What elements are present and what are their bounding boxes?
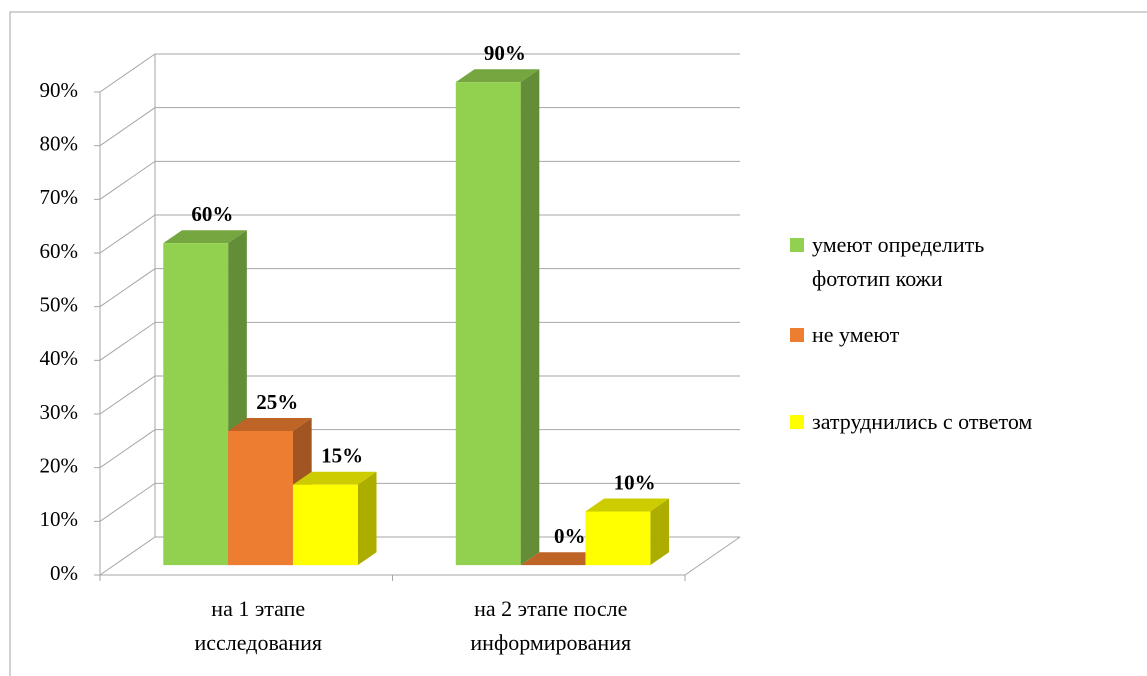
data-label: 60% <box>191 202 233 226</box>
y-tick-label: 20% <box>40 453 79 477</box>
grid-line <box>99 160 740 200</box>
bar-top <box>292 471 377 485</box>
legend-label: затруднились с ответом <box>812 409 1033 434</box>
bar-top <box>585 498 670 512</box>
chart-border <box>9 11 1147 676</box>
data-label: 10% <box>614 470 656 494</box>
bar-side <box>357 471 377 566</box>
grid-line <box>99 53 740 93</box>
data-label: 90% <box>484 41 526 65</box>
bar-side <box>520 69 540 566</box>
y-tick-label: 10% <box>40 507 79 531</box>
y-tick-label: 30% <box>40 400 79 424</box>
legend-label: умеют определить фототип кожи <box>812 232 985 291</box>
y-tick-label: 60% <box>40 239 79 263</box>
bar-top <box>455 69 540 83</box>
legend-label: не умеют <box>812 322 900 347</box>
grid-line <box>99 107 740 147</box>
y-tick-label: 40% <box>40 346 79 370</box>
bar-side <box>650 498 670 566</box>
bar <box>228 430 293 566</box>
y-tick-label: 70% <box>40 185 79 209</box>
x-tick-label: на 1 этапе исследования <box>194 596 322 655</box>
legend-swatch <box>790 328 804 342</box>
data-label: 0% <box>554 524 586 548</box>
bar-top <box>520 552 605 566</box>
bar-top <box>163 230 247 244</box>
bar-top <box>228 418 312 431</box>
y-tick-label: 90% <box>40 78 79 102</box>
bar <box>163 243 229 566</box>
data-label: 25% <box>256 390 298 414</box>
y-tick-label: 0% <box>50 561 78 585</box>
y-tick-label: 80% <box>40 131 79 155</box>
bar <box>292 484 358 566</box>
data-label: 15% <box>321 444 363 468</box>
legend-swatch <box>790 238 804 252</box>
bar <box>455 82 521 566</box>
bar <box>585 511 651 566</box>
x-tick-label: на 2 этапе после информирования <box>470 596 632 655</box>
legend-swatch <box>790 415 804 429</box>
y-tick-label: 50% <box>40 292 79 316</box>
